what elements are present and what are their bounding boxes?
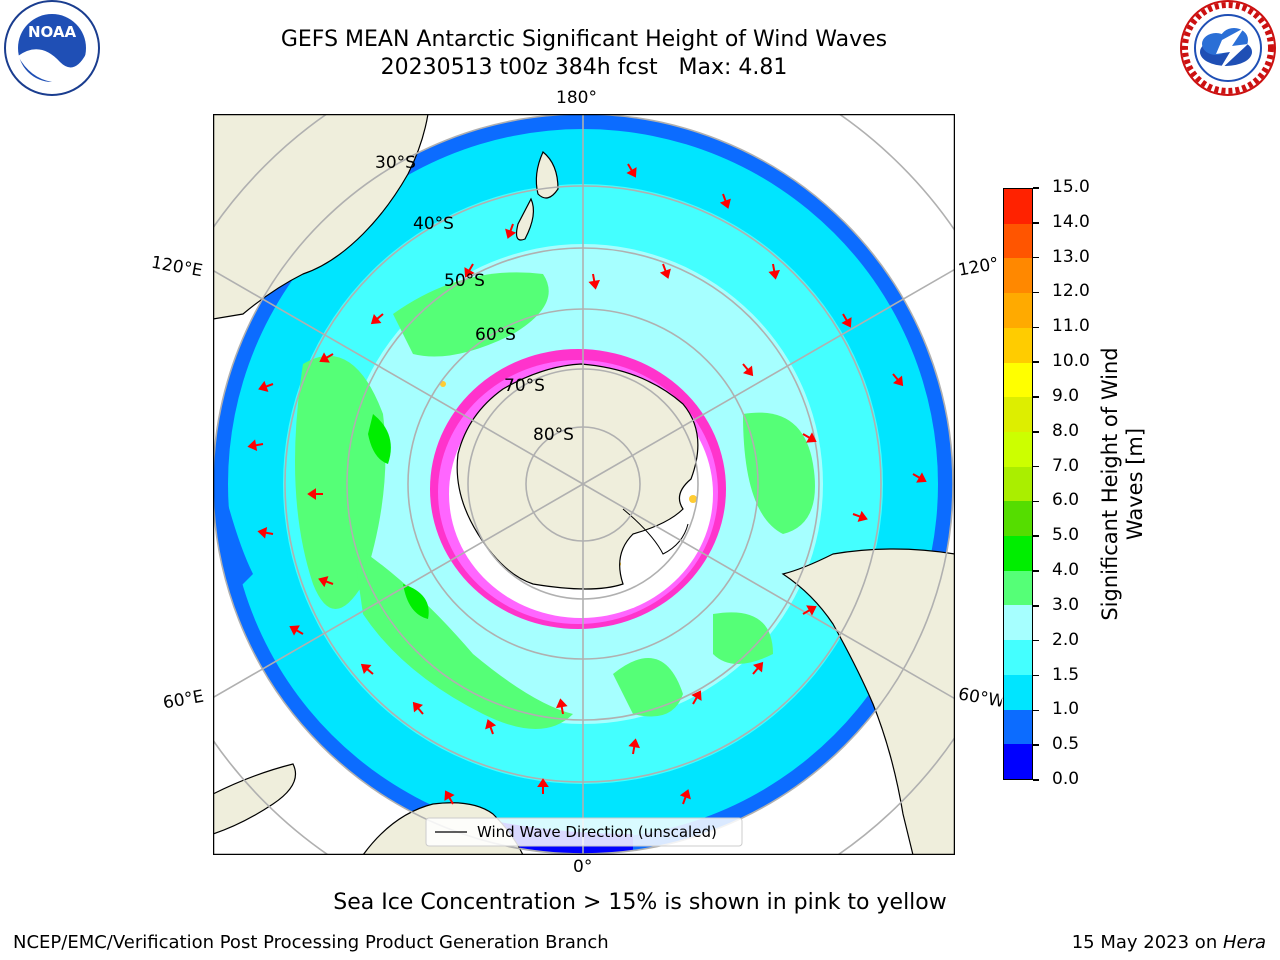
colorbar-segment: [1004, 709, 1032, 745]
colorbar-tick-mark: [1033, 674, 1039, 677]
colorbar-tick-label: 7.0: [1052, 455, 1080, 476]
australia-land: [213, 114, 429, 320]
colorbar-tick-label: 8.0: [1052, 420, 1080, 441]
map-legend: Wind Wave Direction (unscaled): [425, 817, 743, 847]
colorbar-tick-label: 1.5: [1052, 664, 1080, 685]
noaa-logo-text: NOAA: [28, 23, 77, 41]
map-frame: [213, 114, 955, 855]
lon-label-120w-outer: 120°: [956, 253, 1001, 281]
colorbar-segment: [1004, 327, 1032, 363]
colorbar-segment: [1004, 536, 1032, 571]
lat-label-60s: 60°S: [475, 325, 516, 345]
colorbar-tick-label: 0.0: [1052, 769, 1080, 789]
colorbar-tick-label: 3.0: [1052, 594, 1080, 615]
colorbar-tick-mark: [1033, 500, 1039, 503]
chart-subtitle: 20230513 t00z 384h fcst Max: 4.81: [380, 55, 788, 80]
colorbar-label-line1: Significant Height of Wind: [1098, 347, 1122, 621]
colorbar-tick-label: 14.0: [1052, 211, 1090, 232]
colorbar-tick-label: 15.0: [1052, 177, 1090, 197]
lat-label-80s: 80°S: [533, 425, 574, 445]
lon-label-180: 180°: [556, 88, 597, 108]
colorbar-tick-label: 5.0: [1052, 525, 1080, 546]
colorbar-tick-label: 6.0: [1052, 490, 1080, 511]
colorbar-ticks: 0.0 0.5 1.0 1.5 2.0 3.0 4.0 5.0 6.0 7.0 8.0 9.0 10.0…: [1033, 177, 1100, 789]
longitude-gridlines: [213, 114, 955, 855]
polar-map: 120°E 60°E 120° 60°W 30°S 40°S 50°S 60°S…: [213, 114, 955, 855]
colorbar-segment: [1004, 744, 1032, 779]
colorbar-tick-mark: [1033, 639, 1039, 642]
wind-wave-arrows: [247, 163, 927, 805]
colorbar-segment: [1004, 466, 1032, 502]
colorbar-tick-mark: [1033, 744, 1039, 746]
colorbar-tick-mark: [1033, 187, 1039, 189]
colorbar-label: Significant Height of Wind Waves [m]: [1098, 314, 1148, 654]
colorbar-tick-mark: [1033, 535, 1039, 537]
colorbar: [1003, 188, 1033, 780]
colorbar-segment: [1004, 570, 1032, 606]
south-america-land: [781, 548, 955, 855]
chart-title: GEFS MEAN Antarctic Significant Height o…: [280, 27, 888, 52]
footer-left: NCEP/EMC/Verification Post Processing Pr…: [13, 932, 609, 953]
colorbar-tick-label: 11.0: [1052, 316, 1090, 337]
colorbar-tick-label: 1.0: [1052, 699, 1080, 720]
sea-ice-caption: Sea Ice Concentration > 15% is shown in …: [333, 890, 947, 915]
colorbar-tick-mark: [1033, 326, 1039, 329]
footer-machine: Hera: [1222, 932, 1266, 953]
colorbar-segment: [1004, 362, 1032, 398]
latitude-labels: 30°S 40°S 50°S 60°S 70°S 80°S: [375, 153, 574, 445]
colorbar-segment: [1004, 431, 1032, 467]
colorbar-segment: [1004, 674, 1032, 710]
colorbar-segment: [1004, 223, 1032, 259]
colorbar-tick-mark: [1033, 396, 1039, 398]
lat-label-30s: 30°S: [375, 153, 416, 173]
antarctica-land: [456, 363, 699, 590]
lon-label-60w-outer: 60°W: [956, 684, 1004, 712]
colorbar-tick-mark: [1033, 222, 1039, 224]
lat-label-50s: 50°S: [444, 271, 485, 291]
lat-label-70s: 70°S: [504, 376, 545, 396]
colorbar-tick-mark: [1033, 605, 1039, 607]
colorbar-segment: [1004, 397, 1032, 432]
lon-label-120e-outer: 120°E: [149, 252, 205, 282]
lat-label-40s: 40°S: [413, 214, 454, 234]
legend-label: Wind Wave Direction (unscaled): [477, 823, 717, 841]
colorbar-tick-mark: [1033, 465, 1039, 468]
colorbar-tick-mark: [1033, 256, 1039, 259]
colorbar-tick-label: 2.0: [1052, 629, 1080, 650]
colorbar-tick-mark: [1033, 431, 1039, 433]
new-zealand-land: [515, 151, 559, 241]
colorbar-tick-label: 0.5: [1052, 734, 1080, 755]
colorbar-tick-mark: [1033, 709, 1039, 712]
colorbar-tick-label: 9.0: [1052, 385, 1080, 406]
nws-logo-icon: [1180, 0, 1276, 96]
colorbar-tick-mark: [1033, 291, 1039, 294]
colorbar-tick-label: 10.0: [1052, 351, 1090, 372]
colorbar-segment: [1004, 501, 1032, 537]
colorbar-tick-mark: [1033, 361, 1039, 363]
footer-right: 15 May 2023 on Hera: [1072, 932, 1266, 953]
colorbar-segment: [1004, 258, 1032, 294]
lon-label-60e-outer: 60°E: [161, 686, 206, 714]
colorbar-label-line2: Waves [m]: [1123, 427, 1147, 541]
colorbar-segment: [1004, 605, 1032, 641]
colorbar-tick-mark: [1033, 779, 1039, 781]
lon-label-0: 0°: [573, 857, 593, 877]
colorbar-tick-label: 13.0: [1052, 246, 1090, 267]
noaa-logo-icon: NOAA: [4, 0, 100, 96]
footer-date: 15 May 2023 on: [1071, 932, 1223, 953]
colorbar-tick-mark: [1033, 570, 1039, 572]
colorbar-tick-label: 4.0: [1052, 560, 1080, 581]
colorbar-segment: [1004, 189, 1032, 224]
colorbar-segment: [1004, 293, 1032, 328]
colorbar-tick-label: 12.0: [1052, 281, 1090, 302]
colorbar-segment: [1004, 640, 1032, 675]
